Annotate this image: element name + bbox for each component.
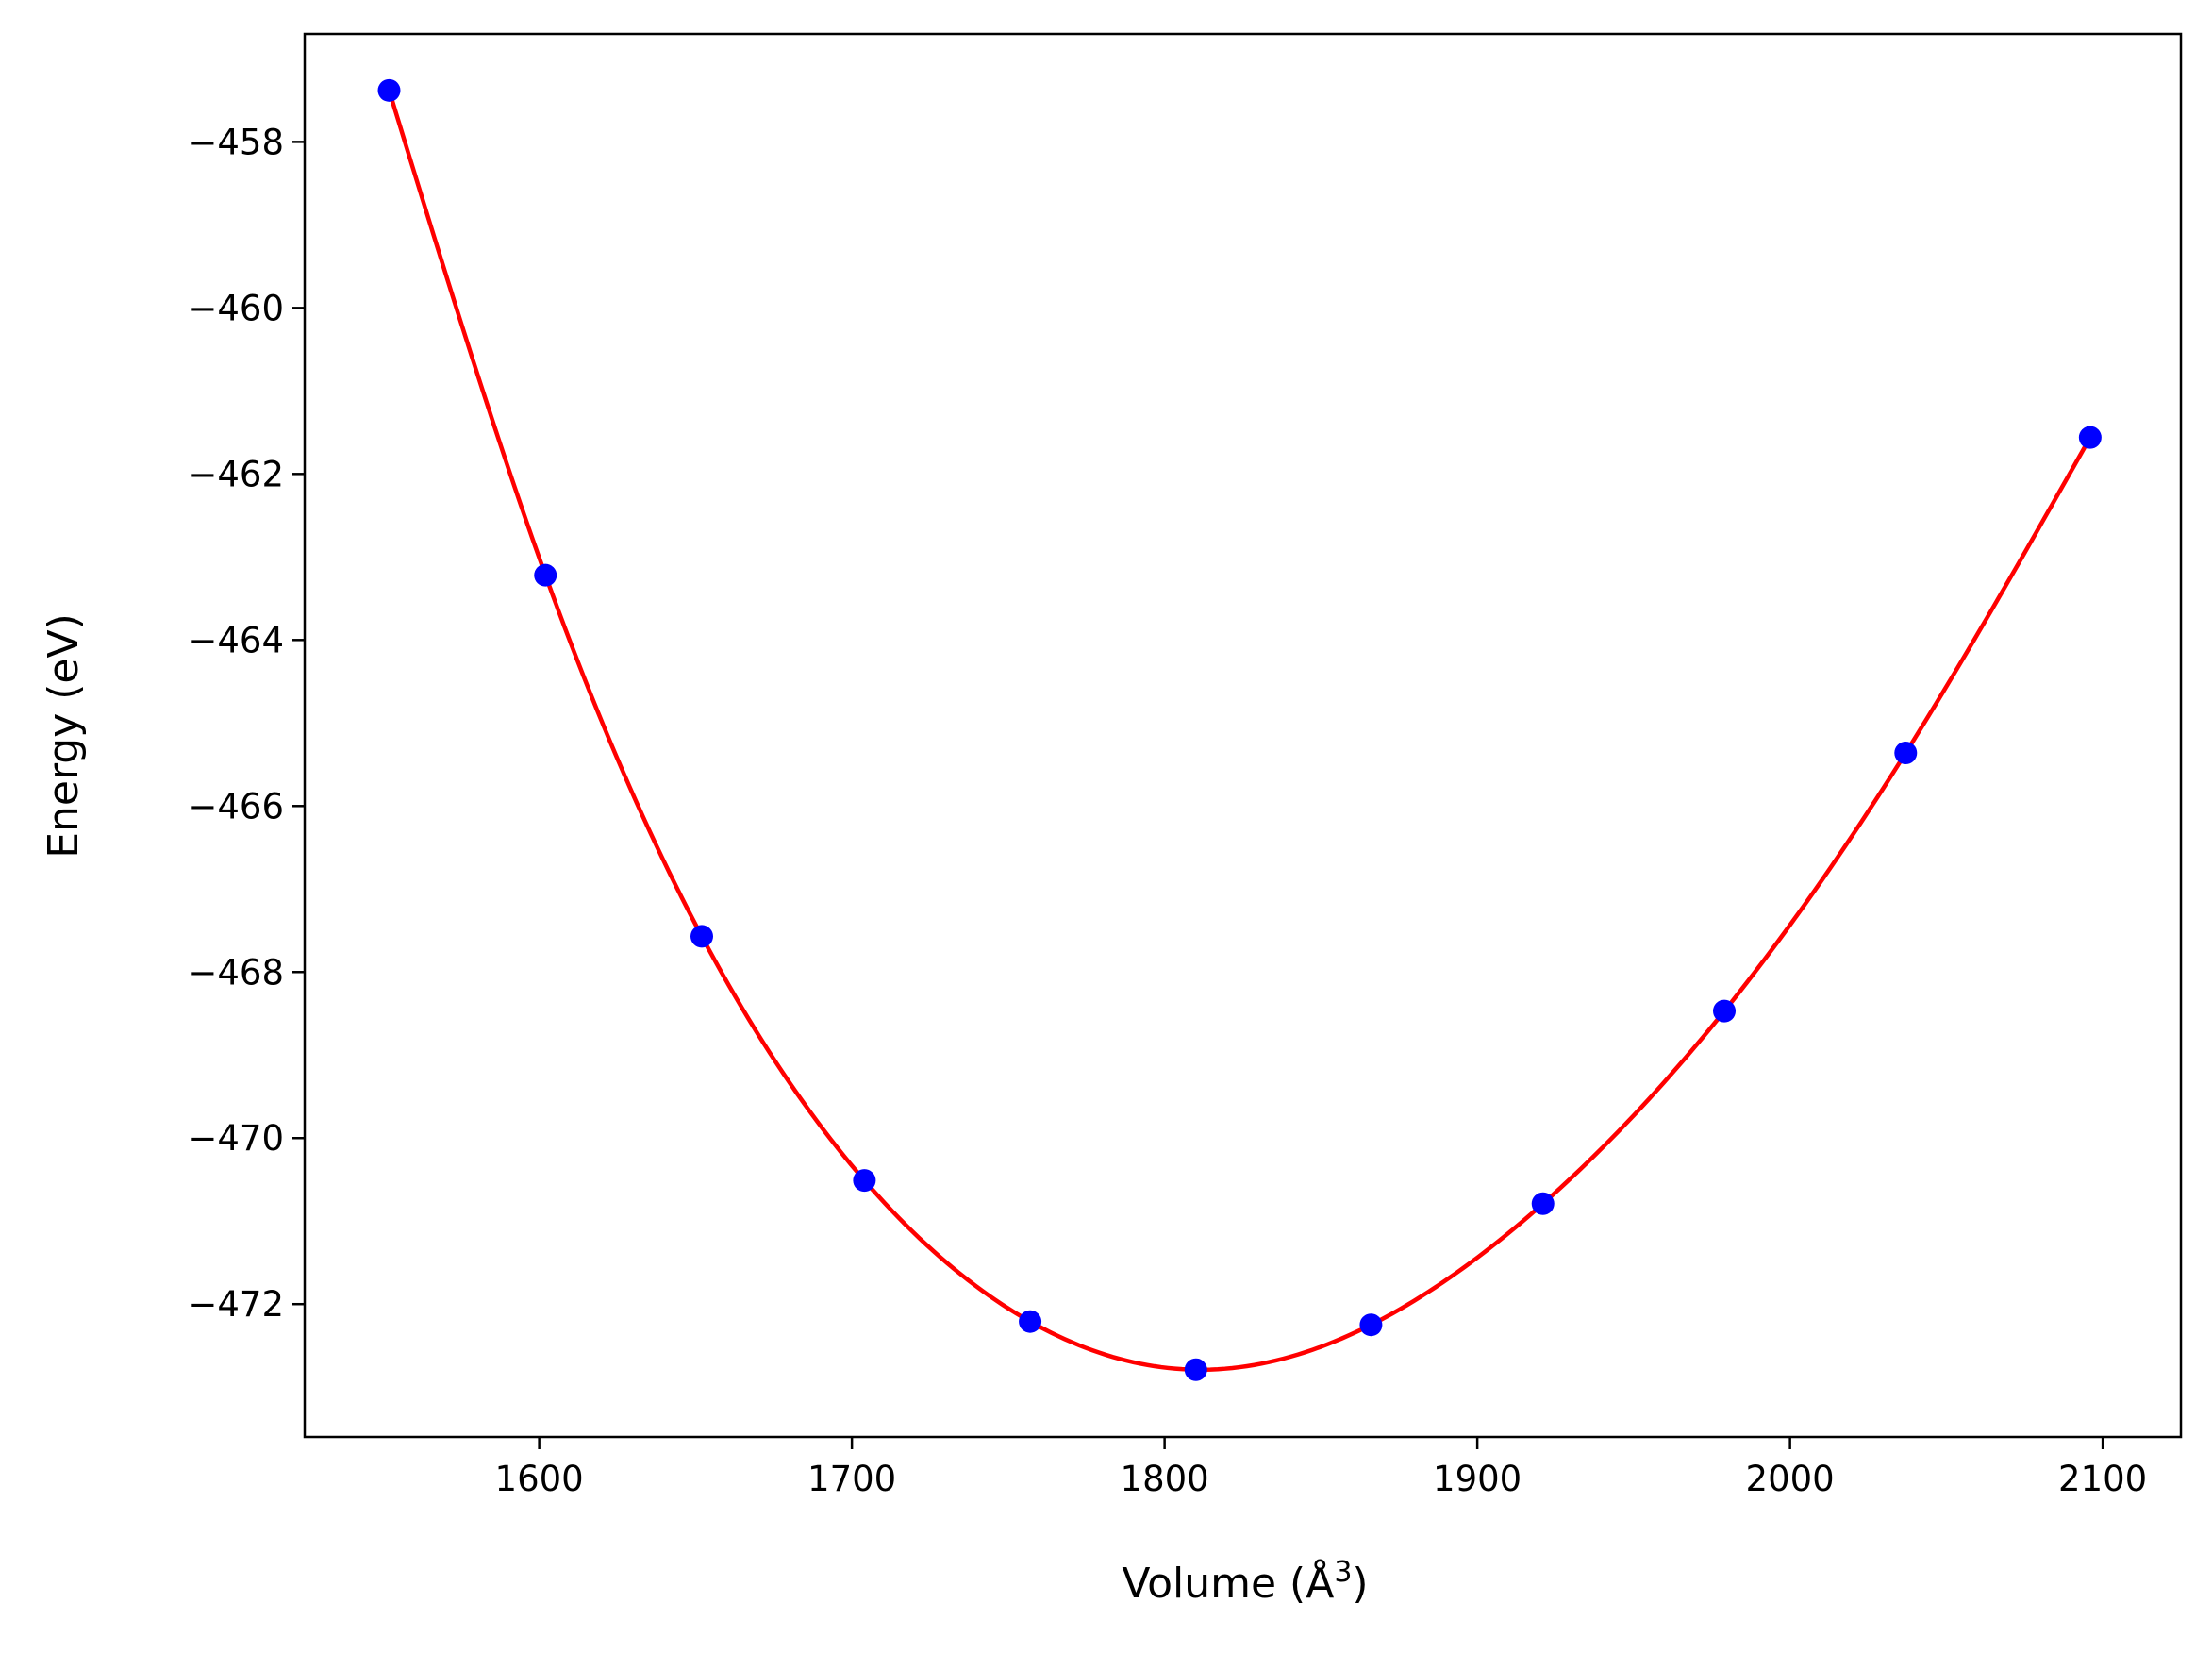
fit-curve-line (387, 90, 2092, 1373)
y-tick-label: −472 (188, 1284, 284, 1325)
plot-area (377, 78, 2102, 1381)
data-point (534, 563, 557, 587)
axes: 1600 1700 1800 1900 2000 2100 −458 −460 −462 −464… (188, 32, 2183, 1499)
y-tick-label: −468 (188, 952, 284, 993)
y-tick-label: −462 (188, 454, 284, 494)
data-point (377, 78, 401, 102)
x-tick-label: 1900 (1433, 1459, 1522, 1499)
x-axis-label: Volume (Å3) (1122, 1556, 1368, 1608)
data-point (1713, 999, 1737, 1023)
data-point (1894, 741, 1918, 764)
x-tick-label: 1600 (495, 1459, 584, 1499)
y-tick-label: −458 (188, 122, 284, 162)
data-point (853, 1169, 876, 1193)
x-axis-label-main: Volume (Å (1122, 1558, 1334, 1608)
x-axis-label-close: ) (1352, 1560, 1368, 1608)
y-tick-label: −464 (188, 620, 284, 660)
data-point (690, 925, 714, 948)
x-tick-label: 1700 (807, 1459, 896, 1499)
data-point (1184, 1358, 1207, 1381)
x-tick-label: 2000 (1746, 1459, 1835, 1499)
data-point (2078, 426, 2102, 449)
data-point (1019, 1310, 1042, 1333)
data-point (1531, 1192, 1555, 1215)
y-tick-label: −466 (188, 786, 284, 826)
x-tick-label: 2100 (2058, 1459, 2147, 1499)
y-tick-label: −460 (188, 288, 284, 328)
data-point (1359, 1313, 1383, 1337)
x-tick-label: 1800 (1121, 1459, 1209, 1499)
y-tick-label: −470 (188, 1118, 284, 1159)
axes-frame (303, 32, 2183, 1439)
x-axis-label-superscript: 3 (1334, 1556, 1352, 1589)
y-axis-label: Energy (eV) (40, 613, 88, 859)
